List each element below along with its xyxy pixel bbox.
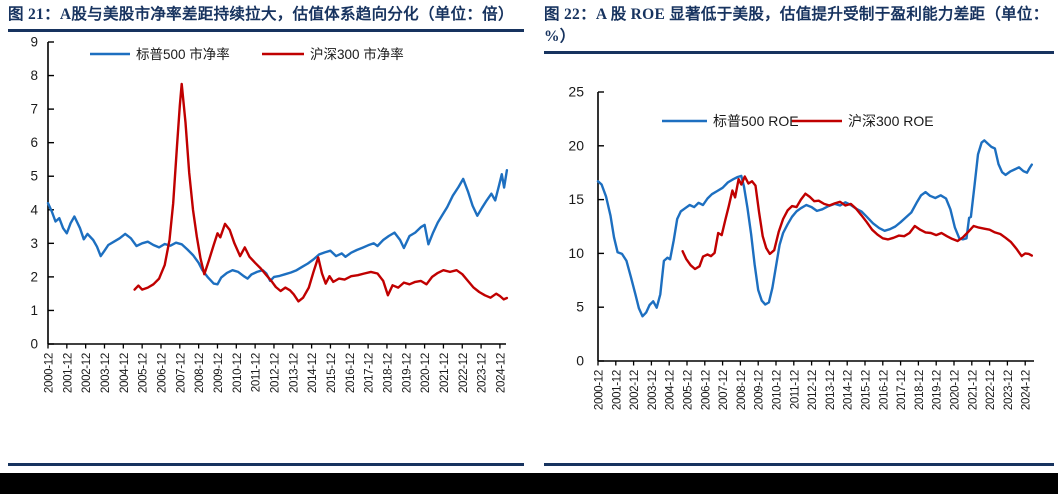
y-tick-label: 15 [568, 191, 584, 207]
axes [597, 91, 1034, 362]
x-tick-label: 2003-12 [647, 370, 659, 410]
figure-22-panel: 图 22：A 股 ROE 显著低于美股，估值提升受制于盈利能力差距（单位：%） … [544, 4, 1054, 470]
x-tick-label: 2014-12 [307, 353, 319, 393]
y-tick-label: 4 [30, 202, 38, 217]
figure-21-chart: 0 1 2 3 4 5 6 7 8 9 2000-12 2001-12 2002-12 2003-12 20… [8, 33, 520, 432]
x-tick-label: 2021-12 [439, 353, 451, 393]
x-tick-label: 2016-12 [345, 353, 357, 393]
x-tick-label: 2020-12 [420, 353, 432, 393]
y-tick-label: 9 [30, 34, 38, 49]
x-tick-label: 2002-12 [629, 370, 641, 410]
page-bottom-strip [0, 473, 1058, 494]
series-line-1 [681, 174, 1033, 270]
legend-label: 沪深300 ROE [848, 113, 934, 129]
x-tick-label: 2018-12 [914, 370, 926, 410]
x-tick-label: 2015-12 [861, 370, 873, 410]
x-tick-label: 2018-12 [382, 353, 394, 393]
x-tick-label: 2006-12 [700, 370, 712, 410]
axes [47, 41, 506, 345]
y-tick-label: 0 [30, 336, 38, 351]
figure-22-chart: 0 5 10 15 20 25 2000-12 2001-12 2002-12 2003-12 20… [544, 55, 1052, 456]
legend-item-1: 沪深300 市净率 [262, 46, 404, 62]
x-tick-label: 2023-12 [1003, 370, 1015, 410]
x-tick-label: 2014-12 [843, 370, 855, 410]
x-tick-label: 2021-12 [967, 370, 979, 410]
series-line-1 [133, 82, 509, 303]
x-tick-label: 2012-12 [269, 353, 281, 393]
x-tick-label: 2010-12 [772, 370, 784, 410]
x-tick-label: 2002-12 [81, 353, 93, 393]
x-tick-label: 2013-12 [288, 353, 300, 393]
x-tick-label: 2005-12 [138, 353, 150, 393]
y-tick-label: 6 [30, 135, 38, 150]
figure-21-panel: 图 21：A股与美股市净率差距持续拉大，估值体系趋向分化（单位：倍） 0 1 2 3 4… [8, 4, 524, 470]
y-tick-label: 8 [30, 68, 38, 83]
x-tick-label: 2010-12 [232, 353, 244, 393]
x-tick-label: 2008-12 [736, 370, 748, 410]
x-tick-label: 2004-12 [665, 370, 677, 410]
x-tick-label: 2004-12 [119, 353, 131, 393]
y-tick-label: 2 [30, 269, 38, 284]
y-tick-label: 20 [568, 137, 584, 153]
x-tick-label: 2016-12 [878, 370, 890, 410]
x-tick-label: 2011-12 [251, 353, 263, 392]
figure-21-title-rule [8, 29, 524, 32]
x-tick-label: 2005-12 [683, 370, 695, 410]
x-tick-label: 2011-12 [789, 370, 801, 409]
y-tick-label: 5 [30, 168, 38, 183]
legend-label: 标普500 ROE [713, 113, 799, 129]
y-tick-label: 5 [576, 298, 584, 314]
x-tick-label: 2008-12 [194, 353, 206, 393]
x-tick-label: 2019-12 [401, 353, 413, 393]
x-tick-label: 2001-12 [62, 353, 74, 393]
x-tick-label: 2022-12 [985, 370, 997, 410]
y-tick-label: 10 [568, 244, 584, 260]
x-tick-label: 2001-12 [611, 370, 623, 410]
x-tick-label: 2000-12 [44, 353, 56, 393]
x-tick-label: 2006-12 [156, 353, 168, 393]
x-tick-label: 2024-12 [495, 353, 507, 393]
x-tick-label: 2023-12 [477, 353, 489, 393]
series-line-0 [596, 138, 1033, 317]
figure-21-bottom-rule [8, 463, 524, 466]
x-tick-label: 2007-12 [175, 353, 187, 393]
x-tick-label: 2020-12 [950, 370, 962, 410]
x-tick-label: 2003-12 [100, 353, 112, 393]
x-tick-label: 2007-12 [718, 370, 730, 410]
figure-22-title-rule [544, 51, 1054, 54]
x-tick-label: 2024-12 [1021, 370, 1033, 410]
legend: 标普500 市净率 沪深300 市净率 [90, 46, 404, 62]
y-tick-label: 1 [30, 302, 38, 317]
x-tick-label: 2017-12 [364, 353, 376, 393]
x-tick-label: 2012-12 [807, 370, 819, 410]
legend-label: 沪深300 市净率 [310, 46, 404, 62]
x-tick-label: 2009-12 [754, 370, 766, 410]
x-tick-label: 2000-12 [594, 370, 606, 410]
y-tick-label: 7 [30, 101, 38, 116]
x-tick-label: 2017-12 [896, 370, 908, 410]
legend-label: 标普500 市净率 [136, 46, 230, 62]
y-tick-label: 0 [576, 352, 584, 368]
x-tick-label: 2009-12 [213, 353, 225, 393]
y-tick-label: 25 [568, 83, 584, 99]
legend-item-0: 标普500 市净率 [90, 46, 230, 62]
x-tick-label: 2022-12 [458, 353, 470, 393]
legend: 标普500 ROE 沪深300 ROE [662, 113, 934, 129]
legend-item-0: 标普500 ROE [662, 113, 799, 129]
y-tick-label: 3 [30, 235, 38, 250]
x-tick-label: 2015-12 [326, 353, 338, 393]
figure-22-title: 图 22：A 股 ROE 显著低于美股，估值提升受制于盈利能力差距（单位：%） [544, 6, 1049, 45]
x-tick-label: 2013-12 [825, 370, 837, 410]
legend-item-1: 沪深300 ROE [792, 113, 934, 129]
figure-22-bottom-rule [544, 463, 1054, 466]
x-tick-label: 2019-12 [932, 370, 944, 410]
figure-21-title: 图 21：A股与美股市净率差距持续拉大，估值体系趋向分化（单位：倍） [8, 6, 514, 23]
series-line-0 [46, 168, 509, 286]
